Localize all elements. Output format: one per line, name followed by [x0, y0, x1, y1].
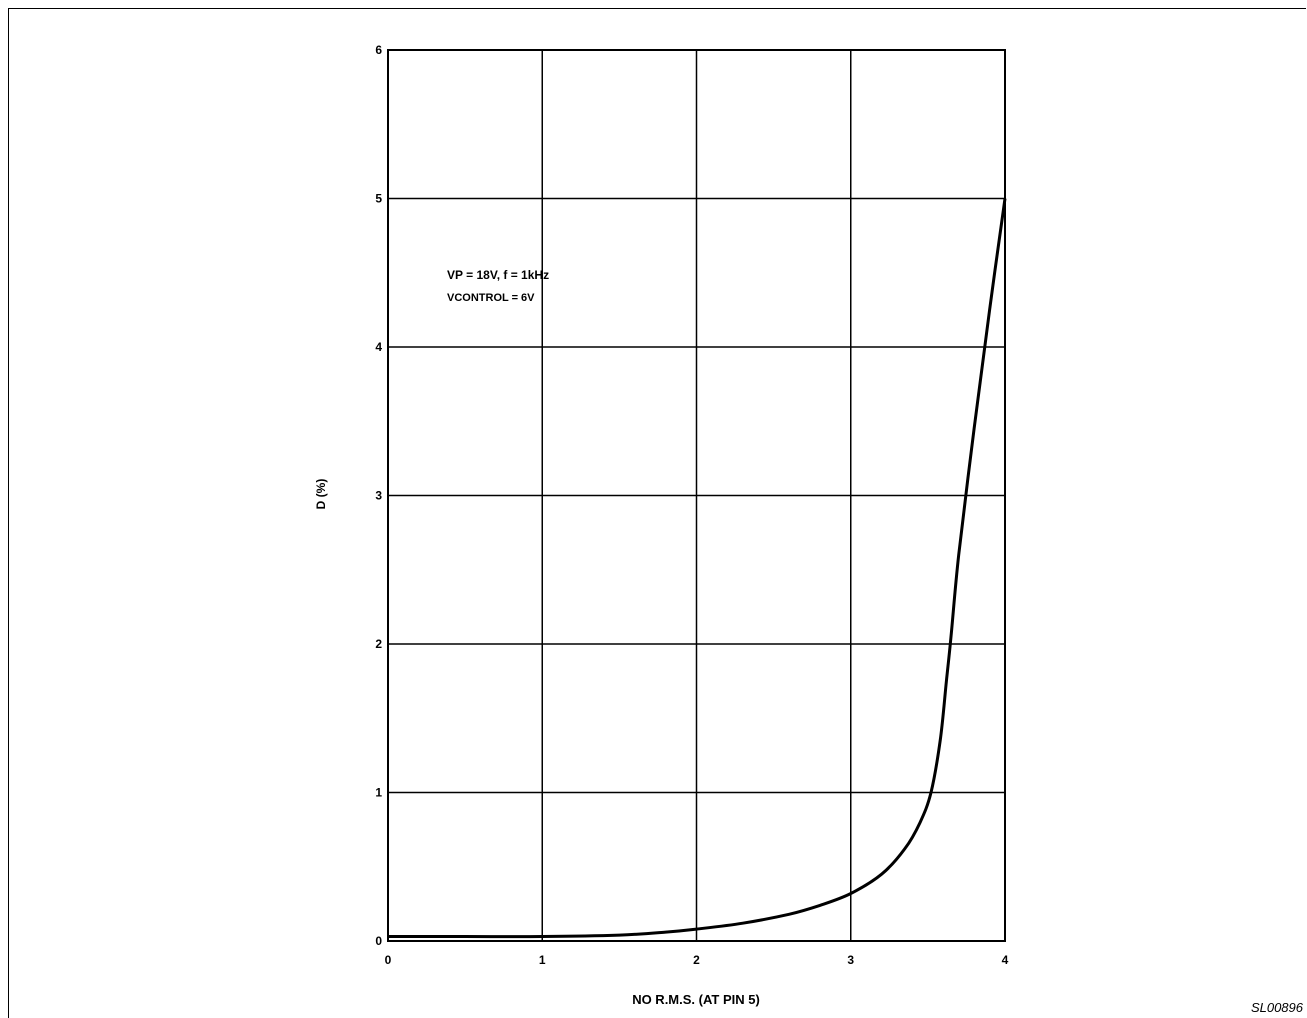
y-axis-label: D (%) — [314, 479, 328, 510]
figure-code: SL00896 — [1251, 1000, 1303, 1015]
x-tick-label: 2 — [693, 953, 700, 967]
annotation-line-1: VP = 18V, f = 1kHz — [447, 268, 549, 282]
y-tick-label: 6 — [375, 43, 382, 57]
y-tick-labels: 0 1 2 3 4 5 6 — [375, 43, 382, 948]
x-tick-labels: 0 1 2 3 4 — [385, 953, 1009, 967]
x-tick-label: 0 — [385, 953, 392, 967]
x-tick-label: 4 — [1002, 953, 1009, 967]
y-tick-label: 5 — [375, 192, 382, 206]
x-tick-label: 1 — [539, 953, 546, 967]
y-tick-label: 1 — [375, 786, 382, 800]
x-axis-label: NO R.M.S. (AT PIN 5) — [632, 992, 760, 1007]
y-tick-label: 3 — [375, 489, 382, 503]
y-tick-label: 0 — [375, 934, 382, 948]
y-tick-label: 4 — [375, 340, 382, 354]
x-tick-label: 3 — [847, 953, 854, 967]
y-tick-label: 2 — [375, 637, 382, 651]
grid-lines — [388, 50, 1005, 941]
annotation-line-2: VCONTROL = 6V — [447, 292, 535, 304]
